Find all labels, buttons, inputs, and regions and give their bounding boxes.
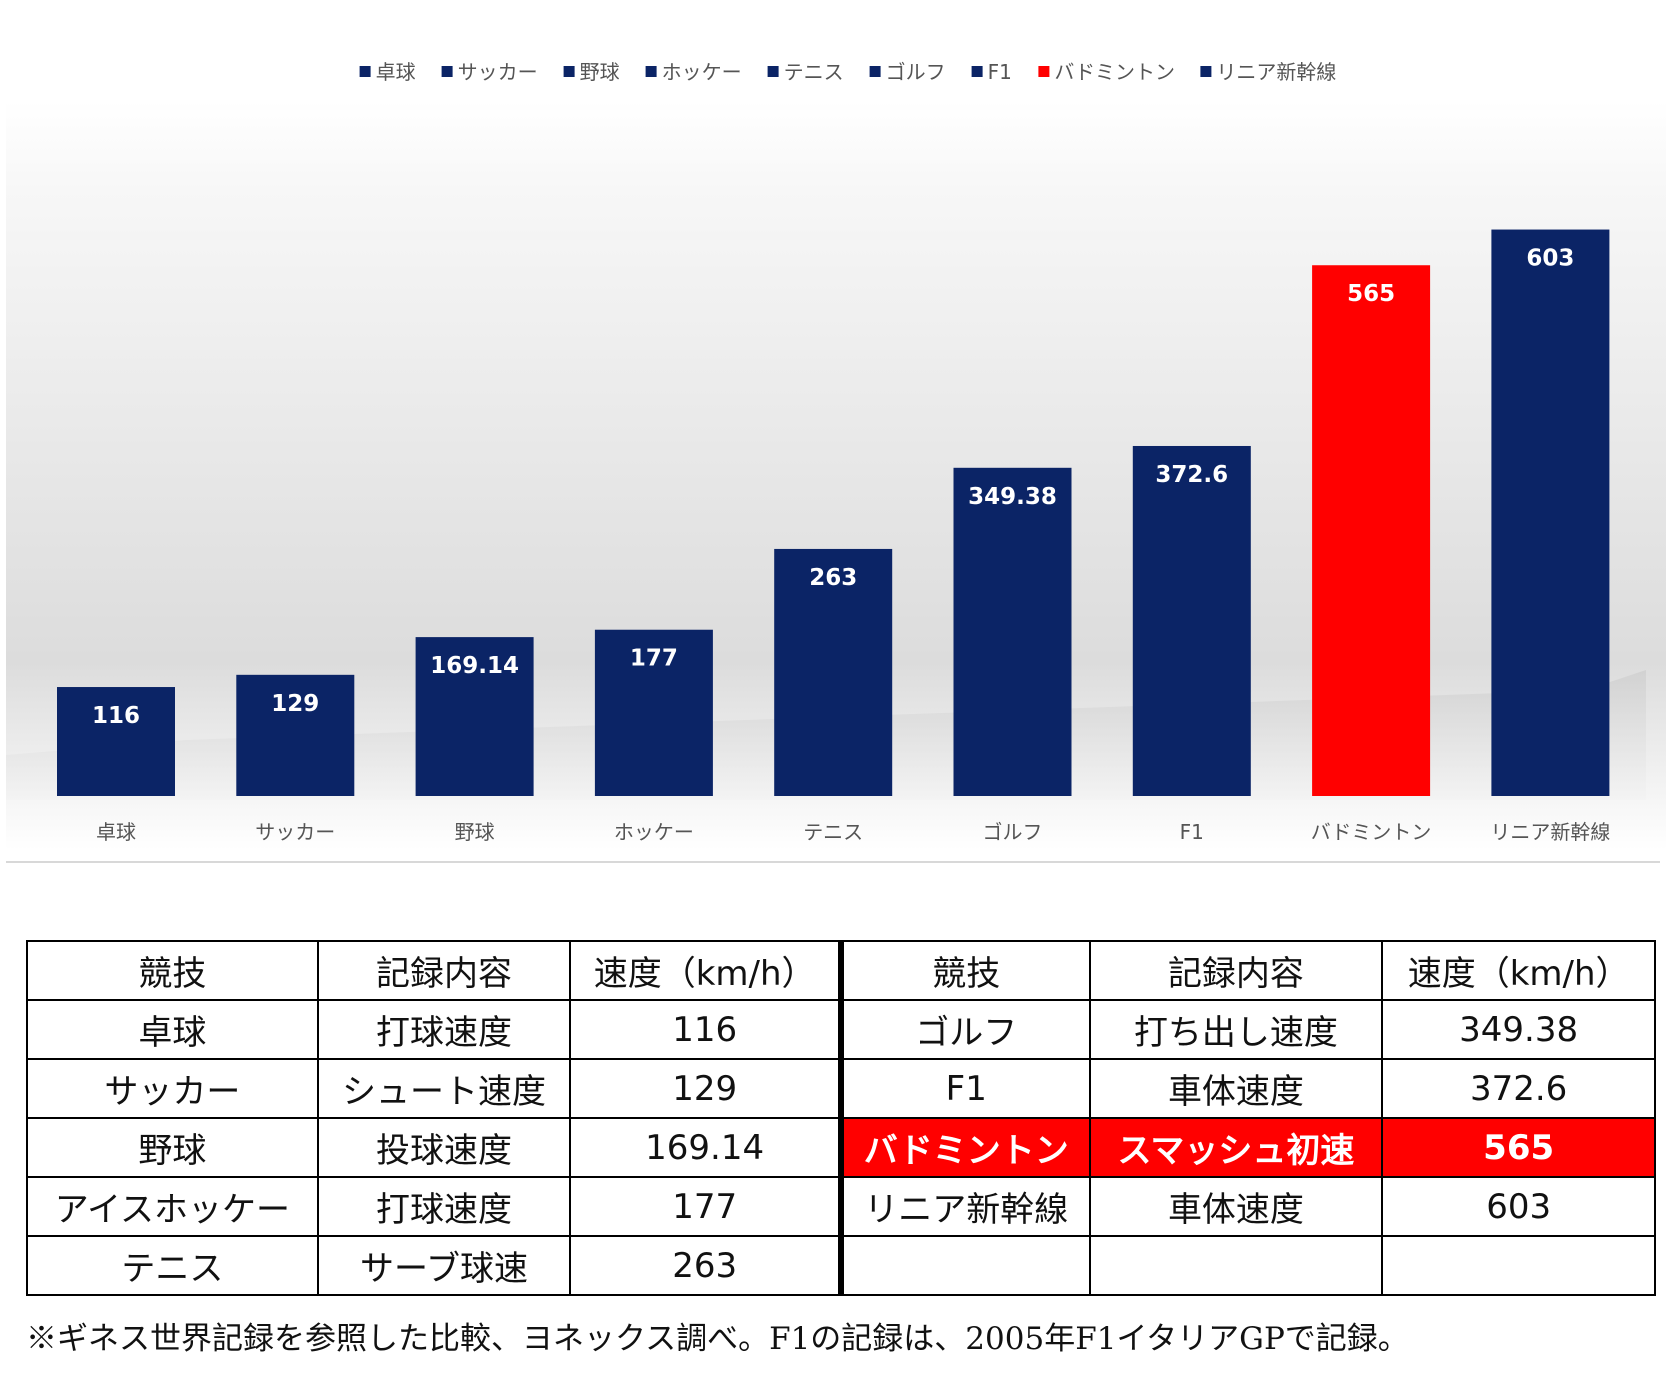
bar (1312, 265, 1431, 796)
bar (415, 637, 534, 796)
table-row: テニス サーブ球速 263 (26, 1235, 1656, 1296)
header-speed: 速度（km/h） (569, 940, 842, 1001)
header-record: 記録内容 (1088, 940, 1384, 1001)
cell-speed: 603 (1381, 1176, 1656, 1237)
cell-speed: 129 (569, 1058, 842, 1119)
cell-speed: 263 (569, 1235, 842, 1296)
cell-speed: 349.38 (1381, 999, 1656, 1060)
table-header-row: 競技 記録内容 速度（km/h） 競技 記録内容 速度（km/h） (26, 940, 1656, 1001)
cell-sport: ゴルフ (837, 999, 1091, 1060)
cell-record: 打球速度 (316, 1176, 572, 1237)
category-label: サッカー (255, 820, 335, 844)
cell-sport (837, 1235, 1091, 1296)
legend-entry: サッカー (458, 60, 538, 84)
value-label-group: 116 129 169.14 177 263 349.38 372.6 565 603 (92, 246, 1574, 729)
cell-sport: アイスホッケー (26, 1176, 319, 1237)
header-speed: 速度（km/h） (1381, 940, 1656, 1001)
category-label: リニア新幹線 (1490, 820, 1610, 844)
value-label: 116 (92, 703, 140, 729)
bar (774, 548, 893, 796)
cell-sport: 卓球 (26, 999, 319, 1060)
cell-sport: F1 (837, 1058, 1091, 1119)
chart-canvas: 卓球 サッカー 野球 ホッケー テニス ゴルフ F1 バドミントン リニア新幹線 116 1291… (6, 60, 1666, 863)
table-row: サッカー シュート速度 129 F1 車体速度 372.6 (26, 1058, 1656, 1119)
value-label: 177 (630, 646, 678, 672)
cell-sport: 野球 (26, 1117, 319, 1178)
speed-bar-chart: 卓球 サッカー 野球 ホッケー テニス ゴルフ F1 バドミントン リニア新幹線 116 129 1… (6, 0, 1666, 865)
cell-sport: リニア新幹線 (837, 1176, 1091, 1237)
legend-swatch (767, 66, 779, 77)
cell-record: 投球速度 (316, 1117, 572, 1178)
cell-record: スマッシュ初速 (1088, 1117, 1384, 1178)
chart-legend: 卓球 サッカー 野球 ホッケー テニス ゴルフ F1 バドミントン リニア新幹線 (359, 60, 1336, 84)
table-row: アイスホッケー 打球速度 177 リニア新幹線 車体速度 603 (26, 1176, 1656, 1237)
cell-speed: 565 (1381, 1117, 1656, 1178)
category-label-group: 卓球 サッカー 野球 ホッケー テニス ゴルフ F1 バドミントン リニア新幹線 (96, 820, 1610, 844)
cell-record: サーブ球速 (316, 1235, 572, 1296)
cell-record: 打球速度 (316, 999, 572, 1060)
legend-swatch (869, 66, 881, 77)
cell-sport: バドミントン (837, 1117, 1091, 1178)
legend-swatch (441, 66, 453, 77)
value-label: 372.6 (1155, 462, 1228, 488)
header-record: 記録内容 (316, 940, 572, 1001)
cell-record: 車体速度 (1088, 1176, 1384, 1237)
category-label: 卓球 (96, 820, 136, 844)
legend-entry: ゴルフ (886, 60, 946, 84)
cell-record: 車体速度 (1088, 1058, 1384, 1119)
value-label: 263 (809, 565, 857, 591)
cell-speed: 372.6 (1381, 1058, 1656, 1119)
cell-speed: 177 (569, 1176, 842, 1237)
legend-entry: F1 (988, 60, 1012, 84)
legend-entry: テニス (784, 60, 844, 84)
bar (594, 629, 713, 796)
table-row: 卓球 打球速度 116 ゴルフ 打ち出し速度 349.38 (26, 999, 1656, 1060)
legend-swatch (645, 66, 657, 77)
cell-record (1088, 1235, 1384, 1296)
value-label: 565 (1347, 281, 1395, 307)
category-label: 野球 (455, 820, 495, 844)
table-row: 野球 投球速度 169.14 バドミントン スマッシュ初速 565 (26, 1117, 1656, 1178)
value-label: 603 (1526, 246, 1574, 272)
cell-speed: 116 (569, 999, 842, 1060)
bar-group (57, 229, 1610, 796)
bar (236, 674, 355, 796)
header-sport: 競技 (26, 940, 319, 1001)
legend-swatch (359, 66, 371, 77)
legend-swatch (971, 66, 983, 77)
cell-sport: サッカー (26, 1058, 319, 1119)
cell-record: 打ち出し速度 (1088, 999, 1384, 1060)
legend-swatch (1200, 66, 1212, 77)
value-label: 129 (271, 691, 319, 717)
bar (953, 467, 1072, 796)
bar (1132, 445, 1251, 796)
cell-speed: 169.14 (569, 1117, 842, 1178)
value-label: 169.14 (430, 653, 519, 679)
legend-swatch (563, 66, 575, 77)
cell-speed (1381, 1235, 1656, 1296)
bar (1491, 229, 1610, 796)
legend-entry: 卓球 (376, 60, 416, 84)
cell-sport: テニス (26, 1235, 319, 1296)
speed-record-table: 競技 記録内容 速度（km/h） 競技 記録内容 速度（km/h） 卓球 打球速度… (26, 940, 1656, 1296)
header-sport: 競技 (837, 940, 1091, 1001)
legend-entry: バドミントン (1054, 60, 1175, 84)
category-label: テニス (803, 820, 863, 844)
category-label: ホッケー (614, 820, 694, 844)
bar (57, 687, 175, 796)
value-label: 349.38 (968, 484, 1057, 510)
cell-record: シュート速度 (316, 1058, 572, 1119)
footnote: ※ギネス世界記録を参照した比較、ヨネックス調べ。F1の記録は、2005年F1イタ… (26, 1321, 1409, 1357)
legend-entry: リニア新幹線 (1216, 60, 1336, 84)
legend-entry: ホッケー (662, 60, 742, 84)
legend-entry: 野球 (580, 60, 620, 84)
legend-swatch (1038, 66, 1050, 77)
category-label: バドミントン (1311, 820, 1432, 844)
category-label: ゴルフ (983, 820, 1043, 844)
category-label: F1 (1180, 820, 1204, 844)
